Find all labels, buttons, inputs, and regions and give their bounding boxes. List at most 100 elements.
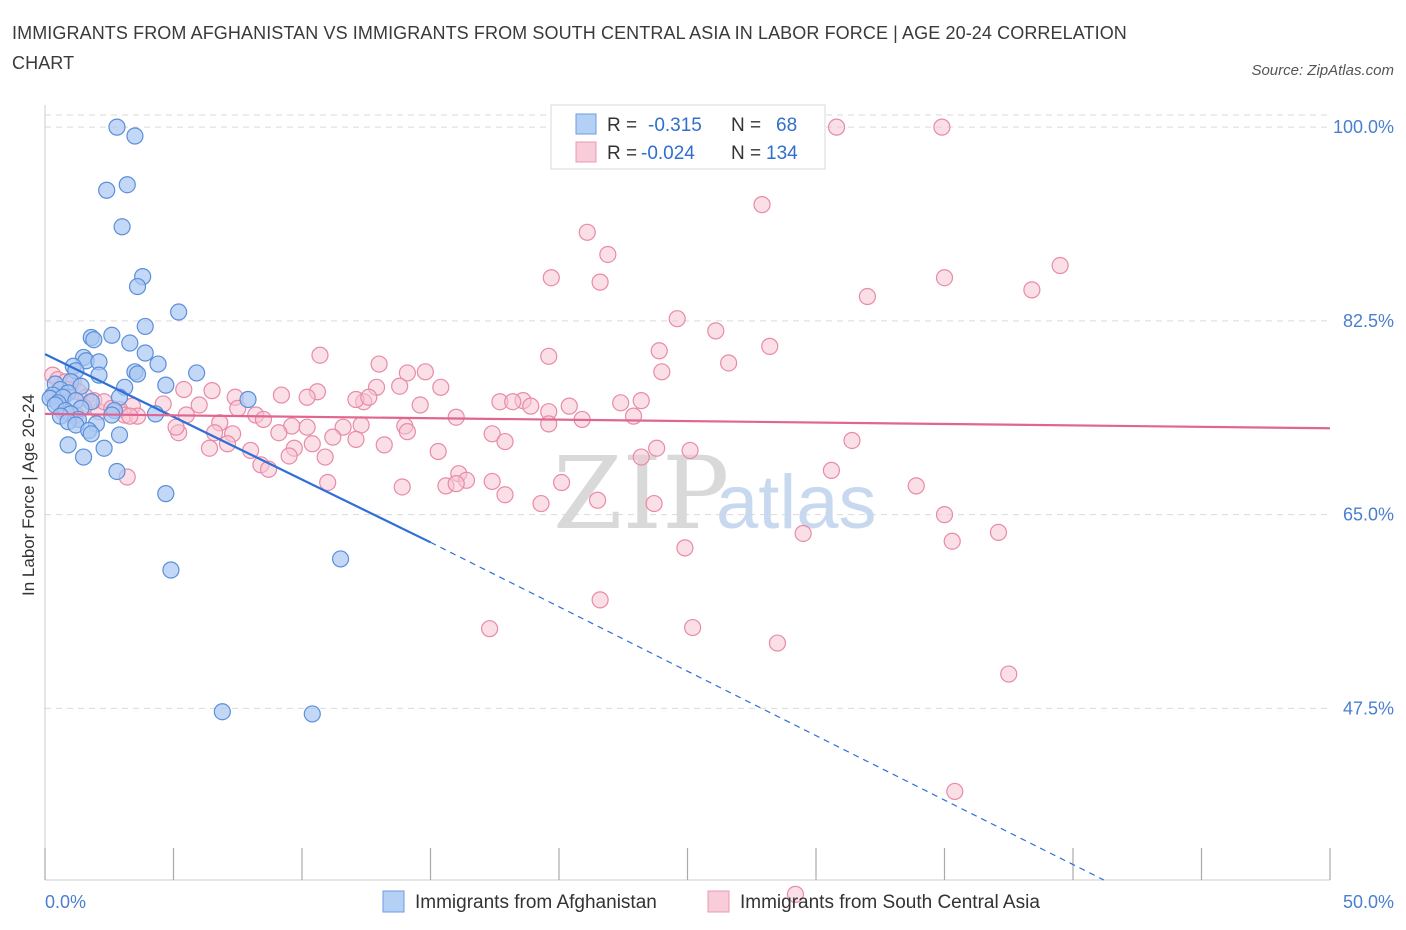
point-afghanistan-61 — [213, 703, 231, 721]
point-south-central-asia-25 — [432, 378, 450, 396]
point-south-central-asia-92 — [822, 461, 841, 479]
point-afghanistan-23 — [188, 364, 206, 382]
point-south-central-asia-22 — [398, 364, 416, 382]
point-south-central-asia-8 — [935, 269, 954, 287]
point-south-central-asia-103 — [1000, 665, 1018, 683]
point-south-central-asia-2 — [827, 118, 846, 136]
point-south-central-asia-19 — [720, 354, 738, 372]
point-afghanistan-56 — [74, 448, 93, 466]
stats-legend-frame — [550, 104, 826, 170]
point-afghanistan-53 — [110, 426, 129, 444]
stats-r-value-2: -0.024 — [641, 143, 695, 164]
point-south-central-asia-73 — [632, 448, 650, 466]
point-south-central-asia-124 — [200, 439, 219, 457]
point-afghanistan-1 — [126, 127, 144, 145]
point-afghanistan-6 — [128, 277, 147, 296]
y-tick-label-1: 65.0% — [1343, 505, 1394, 525]
y-tick-label-3: 100.0% — [1333, 117, 1394, 137]
point-south-central-asia-38 — [632, 392, 650, 410]
point-south-central-asia-88 — [496, 486, 514, 504]
point-south-central-asia-85 — [393, 478, 411, 496]
point-south-central-asia-119 — [121, 407, 139, 425]
point-south-central-asia-94 — [935, 506, 954, 524]
point-afghanistan-52 — [82, 425, 100, 443]
point-afghanistan-4 — [113, 218, 131, 236]
chart-title: IMMIGRANTS FROM AFGHANISTAN VS IMMIGRANT… — [12, 23, 1127, 73]
point-south-central-asia-55 — [352, 416, 370, 434]
point-south-central-asia-4 — [753, 196, 771, 214]
point-south-central-asia-133 — [272, 386, 291, 404]
point-south-central-asia-14 — [707, 322, 725, 340]
stats-r-label-1: R = — [607, 115, 637, 136]
point-south-central-asia-74 — [843, 431, 861, 450]
point-south-central-asia-90 — [645, 494, 663, 513]
point-afghanistan-2 — [118, 176, 136, 194]
point-afghanistan-62 — [303, 705, 321, 723]
point-south-central-asia-20 — [370, 355, 388, 373]
point-south-central-asia-71 — [496, 432, 514, 451]
legend-swatch-south-central-asia — [707, 890, 730, 913]
point-south-central-asia-126 — [624, 407, 643, 425]
point-south-central-asia-104 — [946, 782, 964, 801]
legend-label-afghanistan: Immigrants from Afghanistan — [415, 892, 657, 913]
stats-swatch-south-central-asia — [575, 141, 597, 163]
stats-r-value-1: -0.315 — [648, 115, 702, 136]
series-afghanistan-points — [41, 118, 350, 723]
source-note: Source: ZipAtlas.com — [1251, 62, 1394, 79]
stats-swatch-afghanistan — [575, 113, 597, 135]
point-afghanistan-55 — [95, 439, 113, 457]
point-south-central-asia-62 — [206, 424, 224, 442]
trend-afghanistan-dashed — [430, 541, 1105, 881]
point-south-central-asia-18 — [650, 342, 668, 360]
point-south-central-asia-89 — [532, 494, 550, 513]
point-afghanistan-38 — [239, 390, 257, 409]
point-south-central-asia-27 — [203, 382, 221, 400]
point-afghanistan-0 — [108, 118, 126, 136]
point-south-central-asia-58 — [483, 425, 501, 443]
trend-lines — [44, 353, 1331, 881]
point-south-central-asia-17 — [540, 347, 558, 365]
point-south-central-asia-41 — [190, 396, 208, 414]
point-south-central-asia-9 — [542, 269, 560, 287]
point-south-central-asia-132 — [416, 363, 434, 381]
point-afghanistan-59 — [331, 550, 350, 568]
point-south-central-asia-13 — [668, 310, 686, 328]
point-south-central-asia-16 — [311, 346, 329, 364]
point-south-central-asia-75 — [648, 439, 666, 457]
point-south-central-asia-3 — [933, 118, 951, 136]
point-south-central-asia-66 — [375, 436, 393, 454]
point-south-central-asia-129 — [447, 475, 465, 493]
point-south-central-asia-33 — [411, 396, 429, 414]
point-south-central-asia-91 — [588, 491, 607, 509]
point-south-central-asia-21 — [653, 363, 671, 381]
point-afghanistan-21 — [128, 365, 147, 383]
bottom-legend: Immigrants from Afghanistan Immigrants f… — [382, 890, 1040, 913]
point-afghanistan-13 — [136, 344, 154, 362]
point-south-central-asia-93 — [907, 477, 925, 495]
point-south-central-asia-95 — [943, 532, 961, 550]
point-south-central-asia-99 — [591, 591, 609, 609]
point-south-central-asia-72 — [429, 442, 447, 461]
point-south-central-asia-11 — [1023, 281, 1041, 299]
stats-n-value-2: 134 — [766, 143, 798, 164]
point-afghanistan-11 — [85, 331, 103, 349]
point-afghanistan-9 — [103, 326, 121, 344]
stats-n-label-2: N = — [731, 143, 761, 164]
x-tick-label-max: 50.0% — [1343, 892, 1394, 912]
point-south-central-asia-87 — [552, 473, 571, 492]
point-south-central-asia-130 — [360, 388, 378, 406]
stats-n-value-1: 68 — [776, 115, 797, 136]
y-tick-label-0: 47.5% — [1343, 698, 1394, 718]
point-afghanistan-12 — [121, 334, 139, 352]
y-axis-label: In Labor Force | Age 20-24 — [19, 394, 38, 596]
point-south-central-asia-76 — [681, 441, 699, 460]
point-south-central-asia-60 — [270, 424, 288, 442]
point-south-central-asia-37 — [612, 394, 630, 412]
point-south-central-asia-98 — [794, 524, 812, 543]
stats-legend: R = -0.315 N = 68 R = -0.024 N = 134 — [550, 104, 826, 170]
stats-r-label-2: R = — [607, 143, 637, 164]
point-south-central-asia-6 — [599, 245, 617, 264]
point-afghanistan-8 — [136, 317, 154, 336]
point-south-central-asia-36 — [560, 397, 578, 415]
point-south-central-asia-101 — [684, 618, 702, 637]
